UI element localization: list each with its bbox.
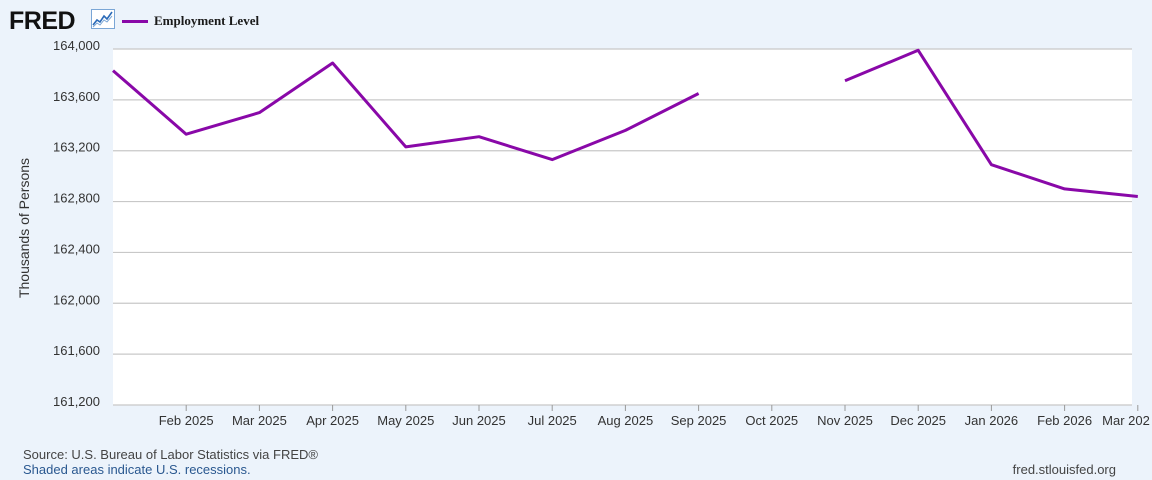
x-tick-label: Jan 2026 [965, 413, 1019, 428]
fred-graph-icon [91, 9, 115, 29]
plot-area [113, 49, 1132, 405]
x-tick-label: Feb 2025 [159, 413, 214, 428]
x-tick-label: Nov 2025 [817, 413, 873, 428]
x-tick-label: May 2025 [377, 413, 434, 428]
series-lines [112, 48, 1138, 198]
line-chart: 161,200 161,600 162,000 162,400 162,800 163,2… [16, 38, 1150, 428]
x-tick-label: Feb 2026 [1037, 413, 1092, 428]
x-tick-label: Mar 202 [1102, 413, 1150, 428]
recession-note[interactable]: Shaded areas indicate U.S. recessions. [23, 462, 251, 477]
x-tick-label: Aug 2025 [598, 413, 654, 428]
series-line-segment-0-0[interactable] [112, 61, 700, 162]
grid-lines [113, 48, 1132, 406]
x-tick-label: Oct 2025 [745, 413, 798, 428]
y-axis-title: Thousands of Persons [16, 158, 32, 298]
y-tick-label: 163,200 [53, 140, 100, 155]
y-tick-label: 163,600 [53, 89, 100, 104]
chart-legend[interactable]: Employment Level [122, 11, 259, 31]
x-tick-label: Jul 2025 [528, 413, 577, 428]
x-tick-label: Jun 2025 [452, 413, 506, 428]
x-tick-label: Mar 2025 [232, 413, 287, 428]
y-tick-label: 161,200 [53, 394, 100, 409]
y-tick-label: 164,000 [53, 38, 100, 53]
series-line-segment-0-1[interactable] [844, 48, 1138, 198]
legend-swatch [122, 19, 148, 23]
site-url-link[interactable]: fred.stlouisfed.org [1012, 462, 1116, 477]
x-tick-label: Apr 2025 [306, 413, 359, 428]
y-tick-label: 162,000 [53, 292, 100, 307]
legend-label: Employment Level [154, 13, 260, 28]
chart-header: FRED Employment Level [0, 0, 1152, 42]
x-tick-label: Dec 2025 [890, 413, 946, 428]
y-tick-label: 162,800 [53, 191, 100, 206]
fred-logo[interactable]: FRED [9, 7, 76, 35]
y-tick-label: 162,400 [53, 241, 100, 256]
y-axis-ticks: 161,200 161,600 162,000 162,400 162,800 163,2… [53, 38, 100, 409]
source-note: Source: U.S. Bureau of Labor Statistics … [23, 447, 318, 462]
y-tick-label: 161,600 [53, 343, 100, 358]
x-tick-label: Sep 2025 [671, 413, 727, 428]
x-axis-ticks: Feb 2025 Mar 2025 Apr 2025 May 2025 Jun 2025… [159, 405, 1150, 428]
